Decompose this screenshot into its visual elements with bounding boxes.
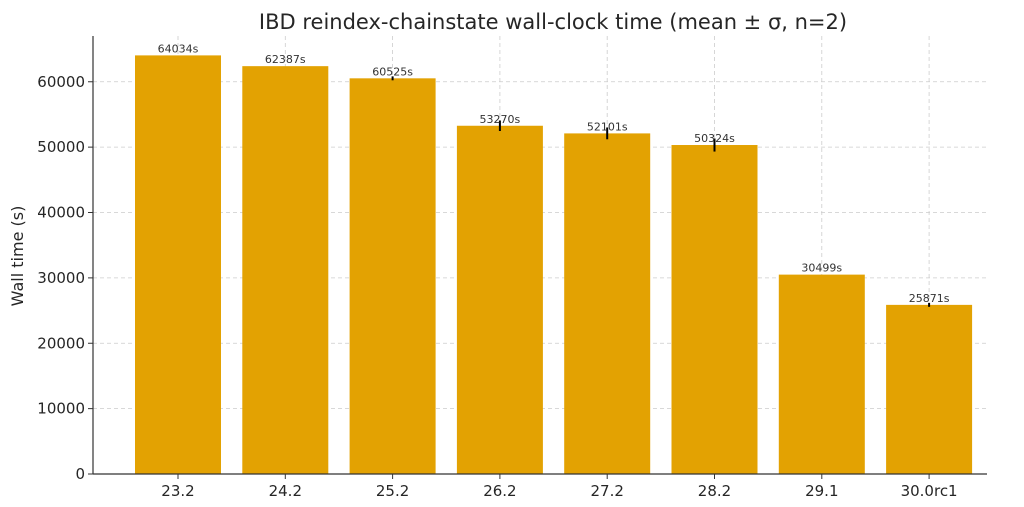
bar-29.1 bbox=[778, 274, 865, 474]
bar-27.2 bbox=[564, 133, 651, 475]
bar-23.2 bbox=[135, 55, 221, 474]
bar-26.2 bbox=[456, 125, 543, 474]
x-tick-label: 28.2 bbox=[698, 482, 731, 500]
data-label-26.2: 53270s bbox=[480, 113, 521, 126]
y-tick-label: 30000 bbox=[37, 269, 85, 287]
bar-25.2 bbox=[349, 78, 436, 474]
axes: 0 10000 20000 30000 40000 50000 60000 23.2 24.2 2… bbox=[37, 36, 987, 500]
chart-title: IBD reindex-chainstate wall-clock time (… bbox=[259, 10, 847, 34]
y-tick-label: 0 bbox=[75, 465, 85, 483]
y-tick-label: 50000 bbox=[37, 138, 85, 156]
y-tick-label: 20000 bbox=[37, 334, 85, 352]
x-tick-label: 29.1 bbox=[805, 482, 838, 500]
y-axis-label: Wall time (s) bbox=[8, 206, 27, 307]
y-tick-label: 60000 bbox=[37, 73, 85, 91]
data-label-30.0rc1: 25871s bbox=[909, 292, 950, 305]
data-label-23.2: 64034s bbox=[158, 42, 199, 55]
x-tick-label: 24.2 bbox=[269, 482, 302, 500]
bar-30.0rc1 bbox=[886, 304, 973, 474]
data-label-27.2: 52101s bbox=[587, 120, 628, 133]
data-label-24.2: 62387s bbox=[265, 53, 306, 66]
y-tick-label: 10000 bbox=[37, 400, 85, 418]
y-tick-label: 40000 bbox=[37, 204, 85, 222]
bar-24.2 bbox=[242, 66, 329, 475]
data-label-25.2: 60525s bbox=[372, 65, 413, 78]
x-tick-label: 26.2 bbox=[483, 482, 516, 500]
x-tick-label: 27.2 bbox=[590, 482, 623, 500]
data-label-28.2: 50324s bbox=[694, 132, 735, 145]
x-tick-label: 30.0rc1 bbox=[901, 482, 958, 500]
bars: 64034s 62387s 60525s 53270s 52101s 50324s 3049… bbox=[135, 42, 973, 475]
data-label-29.1: 30499s bbox=[801, 262, 842, 275]
x-tick-label: 23.2 bbox=[161, 482, 194, 500]
bar-28.2 bbox=[671, 145, 758, 474]
x-tick-label: 25.2 bbox=[376, 482, 409, 500]
